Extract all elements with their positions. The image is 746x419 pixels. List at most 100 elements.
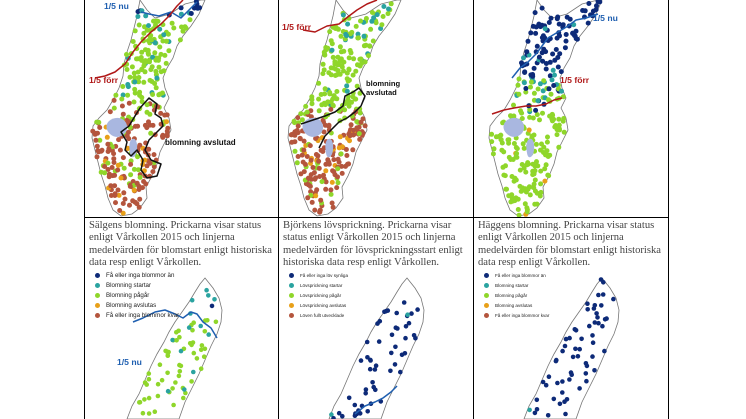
observation-dot [575,354,581,359]
observation-dot [394,310,399,316]
observation-dot [173,380,178,385]
map-bjork-status: 1/5 förr blomning avslutad [279,0,473,217]
observation-dot [533,107,539,113]
observation-dot [295,115,301,121]
observation-dot [514,154,520,160]
observation-dot [330,54,336,60]
observation-dot [489,131,495,137]
observation-dot [106,146,112,152]
observation-dot [595,315,600,320]
observation-dot [542,26,548,32]
observation-dot [531,185,537,191]
cell-hagg-legend: Häggens blomning. Prickarna visar status… [474,218,668,419]
observation-dot [146,371,152,376]
line-1-5-forr [491,97,563,115]
legend-dot [289,312,294,318]
line-1-5-nu [511,13,599,79]
observation-dot [137,399,143,405]
observation-dot [498,132,504,138]
observation-dot [549,77,555,83]
observation-dot [352,402,358,408]
observation-dot [170,337,175,343]
observation-dot [165,125,171,131]
observation-dot [342,107,348,113]
observation-dot [500,120,506,126]
observation-dot [535,86,541,92]
observation-dot [347,31,353,37]
observation-dot [535,98,541,104]
observation-dot [326,122,332,128]
observation-dot [523,169,529,175]
legend-dot [484,272,489,278]
observation-dot [170,386,175,391]
observation-dot [517,167,523,173]
observation-dot [580,8,586,13]
map-svg-bjork-bottom [328,277,425,419]
observation-dot [128,172,134,178]
observation-dot [403,335,408,341]
observation-dot [362,123,368,129]
observation-dot [157,44,163,50]
observation-dot [180,28,186,34]
observation-dot [109,165,115,170]
lake-vanern [503,117,525,137]
observation-dot [206,293,211,298]
observation-dot [134,201,140,207]
observation-dot [156,92,162,98]
observation-dot [111,160,117,165]
observation-dot [319,179,325,185]
observation-dot [320,71,326,77]
observation-dot [337,134,343,140]
legend-item: Få eller inga blommor kvar [95,310,179,320]
observation-dot [206,332,211,337]
observation-dot [329,200,335,206]
observation-dot [166,48,172,54]
observation-dot [523,89,529,95]
observation-dot [148,130,154,136]
observation-dot [310,165,316,170]
observation-dot [522,201,528,207]
observation-dot [489,139,495,145]
observation-dot [547,59,553,65]
observation-dot [543,66,549,72]
observation-dot [377,318,383,324]
observation-dot [340,413,345,419]
observation-dot [151,152,157,158]
observation-dot [373,387,378,393]
observation-dot [543,162,549,168]
observation-dot [209,303,215,309]
observation-dot [90,128,96,134]
observation-dot [543,152,548,158]
observation-dot [367,43,373,49]
observation-dot [105,141,111,147]
observation-dot [318,197,324,203]
observation-dot [128,161,134,167]
observation-dot [524,209,530,215]
observation-dot [160,38,166,44]
observation-dot [194,356,200,361]
observation-dot [348,122,354,128]
observation-dot [136,22,142,28]
observation-dot [528,30,534,36]
observation-dot [308,157,314,163]
observation-dot [132,90,138,96]
observation-dot [558,69,564,75]
observation-dot [568,370,574,375]
observation-dot [142,69,148,75]
legend-dot [289,272,294,278]
observation-dot [93,137,99,143]
observation-dot [368,26,374,32]
observation-dot [347,138,352,144]
observation-dot [127,202,132,208]
observation-dot [562,45,568,51]
observation-dot [294,128,300,133]
observation-dot [364,339,370,345]
observation-dot [534,201,540,207]
observation-dot [187,17,193,23]
observation-dot [107,109,113,115]
observation-dot [135,56,141,62]
observation-dot [322,52,328,58]
observation-dot [602,348,607,354]
observation-dot [358,358,364,363]
observation-dot [94,143,100,149]
